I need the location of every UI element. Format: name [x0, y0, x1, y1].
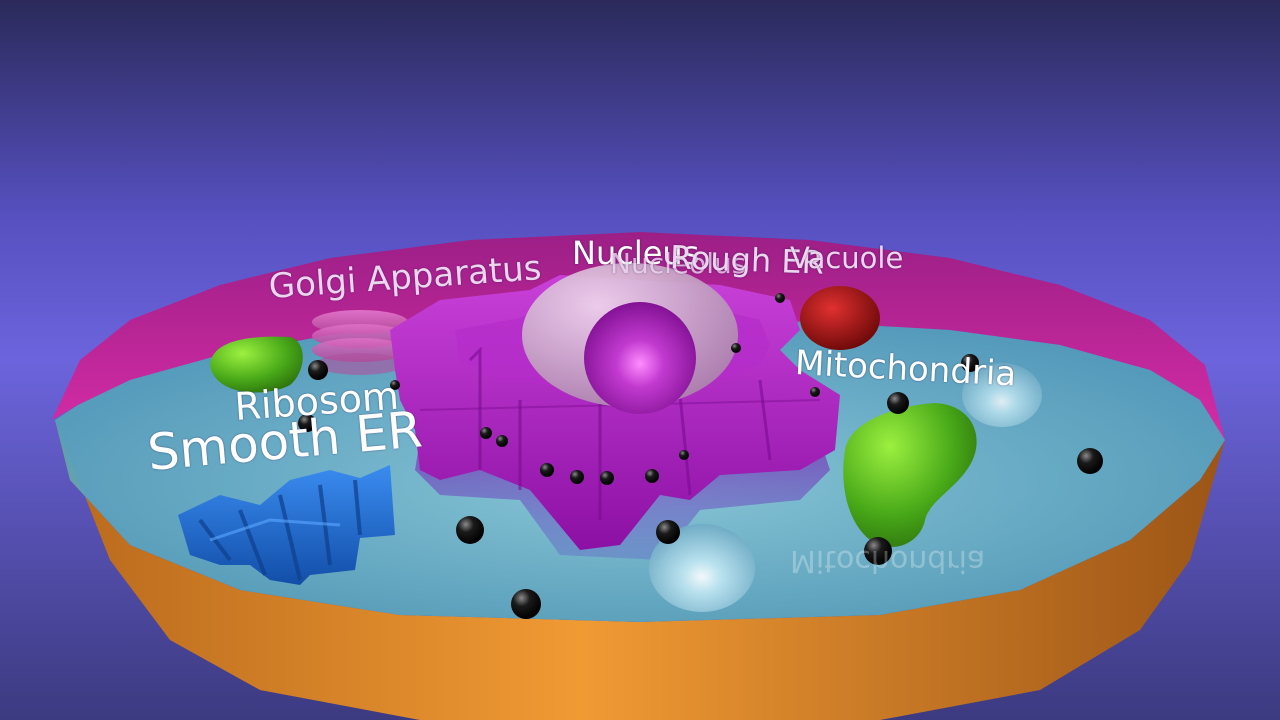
label-mitochondria-reflection: Mitochondria: [790, 543, 986, 578]
ribosome: [1077, 448, 1103, 474]
label-vacuole: Vacuole: [790, 241, 904, 275]
label-nucleus: Nucleus: [572, 234, 700, 272]
lysosome-back: [962, 363, 1042, 427]
ribosome: [390, 380, 400, 390]
cell-membrane-rim: [52, 232, 1225, 440]
ribosome: [511, 589, 541, 619]
label-mitochondria: Mitochondria: [794, 343, 1018, 395]
ribosome: [810, 387, 820, 397]
ribosome: [679, 450, 689, 460]
vacuole: [800, 286, 880, 350]
ribosome: [456, 516, 484, 544]
ribosome: [731, 343, 741, 353]
golgi-apparatus: [312, 310, 408, 375]
ribosome: [570, 470, 584, 484]
mitochondrion-large: [843, 403, 977, 548]
mitochondrion-small: [210, 336, 303, 393]
ribosome: [775, 293, 785, 303]
ribosome: [864, 537, 892, 565]
ribosome: [298, 414, 316, 432]
ribosome: [496, 435, 508, 447]
ribosome: [540, 463, 554, 477]
ribosome: [961, 354, 979, 372]
nucleolus: [584, 302, 696, 414]
label-nucleolus: Nucleolus: [610, 247, 747, 280]
smooth-er: [178, 465, 395, 585]
lysosome-front: [649, 524, 755, 612]
cell-wall: [55, 420, 1225, 720]
ribosome: [600, 471, 614, 485]
ribosomes: [298, 293, 1103, 619]
ribosome: [645, 469, 659, 483]
ribosome: [656, 520, 680, 544]
ribosome: [308, 360, 328, 380]
ribosome: [480, 427, 492, 439]
ribosome: [887, 392, 909, 414]
